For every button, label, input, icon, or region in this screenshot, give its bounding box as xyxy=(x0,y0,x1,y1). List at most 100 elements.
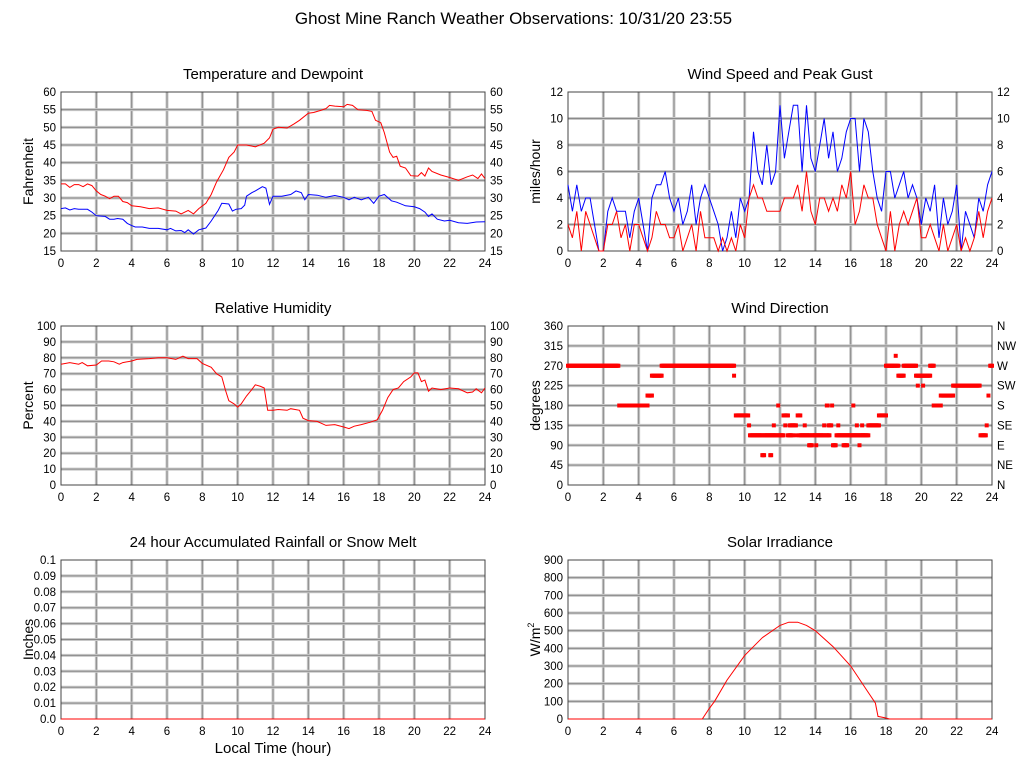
y-tick-label: 45 xyxy=(550,460,563,472)
wind-direction-point xyxy=(851,403,856,408)
y-right-tick-label: 100 xyxy=(490,321,509,333)
y-right-tick-label: 25 xyxy=(490,211,503,223)
y-tick-label: 12 xyxy=(550,87,563,99)
series-line xyxy=(567,104,993,252)
x-tick-label: 12 xyxy=(774,726,787,738)
x-tick-label: 14 xyxy=(302,258,315,270)
x-tick-label: 0 xyxy=(58,492,64,504)
x-axis-label: Local Time (hour) xyxy=(215,740,332,757)
x-tick-label: 6 xyxy=(671,726,677,738)
y-tick-label: 40 xyxy=(43,158,56,170)
x-tick-label: 22 xyxy=(950,726,963,738)
x-tick-label: 10 xyxy=(231,492,244,504)
y-right-tick-label: SE xyxy=(997,420,1013,432)
x-tick-label: 8 xyxy=(199,258,205,270)
wind-direction-point xyxy=(814,443,819,448)
x-tick-label: 12 xyxy=(774,258,787,270)
series-line xyxy=(568,621,992,720)
y-right-tick-label: NW xyxy=(997,341,1016,353)
y-tick-label: 60 xyxy=(43,87,56,99)
series-line xyxy=(567,171,993,253)
x-tick-label: 4 xyxy=(128,492,135,504)
wind-direction-point xyxy=(845,443,850,448)
y-axis-label-text: Percent xyxy=(20,381,36,429)
wind-direction-point xyxy=(860,423,865,428)
y-tick-label: 700 xyxy=(544,590,563,602)
y-tick-label: 0.03 xyxy=(34,666,56,678)
y-tick-label: 800 xyxy=(544,573,563,585)
series-line xyxy=(60,186,486,235)
x-tick-label: 2 xyxy=(600,726,606,738)
plot-frame xyxy=(567,559,993,720)
y-axis-label: Inches xyxy=(20,619,36,660)
y-tick-label: 55 xyxy=(43,105,56,117)
y-tick-label: 10 xyxy=(43,464,56,476)
x-tick-label: 12 xyxy=(267,726,280,738)
wind-direction-point xyxy=(825,403,830,408)
y-tick-label: 225 xyxy=(544,381,563,393)
x-tick-label: 6 xyxy=(671,258,677,270)
y-tick-label: 8 xyxy=(557,140,563,152)
chart-title: Solar Irradiance xyxy=(727,534,833,551)
y-axis-label-text: miles/hour xyxy=(527,139,543,204)
y-tick-label: 90 xyxy=(550,440,563,452)
x-tick-label: 14 xyxy=(302,492,315,504)
x-tick-label: 2 xyxy=(93,726,99,738)
y-tick-label: 0.06 xyxy=(34,619,56,631)
y-right-tick-label: 10 xyxy=(997,114,1010,126)
wind-direction-point xyxy=(938,403,943,408)
y-tick-label: 0.04 xyxy=(34,650,57,662)
x-tick-label: 0 xyxy=(565,492,571,504)
wind-direction-point xyxy=(776,403,781,408)
y-tick-label: 500 xyxy=(544,626,563,638)
y-right-tick-label: 30 xyxy=(490,193,503,205)
y-tick-label: 20 xyxy=(43,448,56,460)
y-tick-label: 0.02 xyxy=(34,682,56,694)
x-tick-label: 14 xyxy=(302,726,315,738)
wind-direction-point xyxy=(928,373,933,378)
y-tick-label: 80 xyxy=(43,353,56,365)
x-tick-label: 16 xyxy=(844,492,857,504)
x-tick-label: 2 xyxy=(600,492,606,504)
x-tick-label: 22 xyxy=(443,492,456,504)
wind-direction-point xyxy=(746,413,751,418)
x-tick-label: 20 xyxy=(915,258,928,270)
y-tick-label: 15 xyxy=(43,246,56,258)
x-tick-label: 8 xyxy=(706,258,712,270)
x-tick-label: 16 xyxy=(337,258,350,270)
wind-direction-point xyxy=(896,363,901,368)
x-tick-label: 0 xyxy=(565,726,571,738)
y-right-tick-label: N xyxy=(997,480,1005,492)
y-right-tick-label: 0 xyxy=(997,246,1003,258)
y-right-tick-label: 80 xyxy=(490,353,503,365)
y-axis-label: Percent xyxy=(20,381,36,429)
y-tick-label: 900 xyxy=(544,555,563,567)
wind-direction-point xyxy=(827,433,832,438)
x-tick-label: 22 xyxy=(950,258,963,270)
wind-direction-point xyxy=(732,373,737,378)
y-tick-label: 180 xyxy=(544,401,563,413)
chart-panel: 24 hour Accumulated Rainfall or Snow Mel… xyxy=(20,534,492,757)
y-right-tick-label: 40 xyxy=(490,158,503,170)
wind-direction-point xyxy=(762,453,767,458)
x-tick-label: 0 xyxy=(565,258,571,270)
wind-direction-point xyxy=(790,433,795,438)
x-tick-label: 24 xyxy=(479,492,492,504)
wind-direction-point xyxy=(822,423,827,428)
x-tick-label: 4 xyxy=(635,492,642,504)
x-tick-label: 4 xyxy=(635,726,642,738)
wind-direction-point xyxy=(747,423,752,428)
wind-direction-point xyxy=(616,363,621,368)
wind-direction-point xyxy=(951,393,956,398)
y-right-tick-label: 20 xyxy=(490,228,503,240)
x-tick-label: 24 xyxy=(986,258,999,270)
y-right-tick-label: 70 xyxy=(490,369,503,381)
wind-direction-point xyxy=(884,413,888,418)
y-tick-label: 35 xyxy=(43,175,56,187)
y-right-tick-label: N xyxy=(997,321,1005,333)
x-tick-label: 20 xyxy=(408,492,421,504)
y-right-tick-label: 2 xyxy=(997,220,1003,232)
